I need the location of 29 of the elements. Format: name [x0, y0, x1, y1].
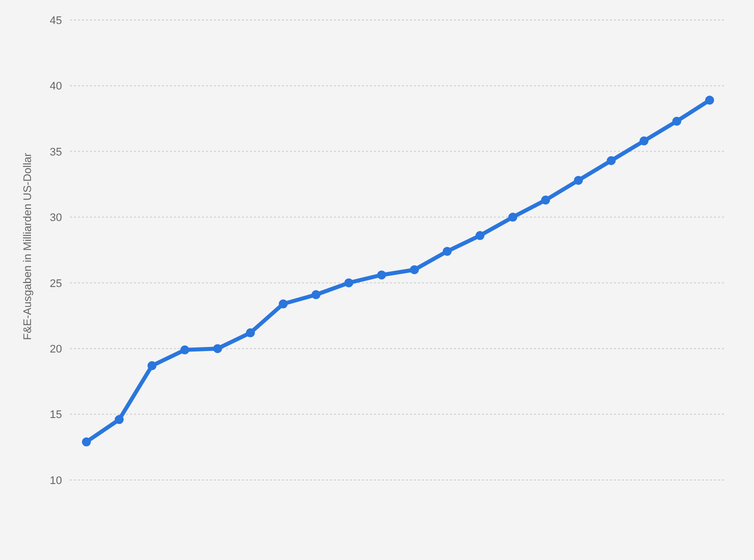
y-tick-label: 45 — [50, 14, 62, 27]
point — [377, 270, 386, 280]
point — [410, 265, 419, 274]
point — [574, 176, 583, 185]
point — [476, 231, 484, 240]
point — [278, 299, 288, 308]
point — [180, 345, 190, 354]
y-tick-label: 10 — [50, 474, 62, 487]
point — [344, 278, 354, 288]
point — [213, 344, 222, 354]
y-tick-label: 40 — [50, 80, 62, 93]
point — [148, 361, 156, 370]
point — [442, 246, 452, 256]
y-tick-label: 35 — [50, 146, 62, 158]
point — [312, 290, 320, 300]
point — [508, 212, 518, 222]
y-axis-title: F&E-Ausgaben in Milliarden US-Dollar — [22, 152, 34, 340]
y-tick-label: 15 — [50, 409, 62, 422]
point — [705, 96, 714, 105]
point — [246, 328, 255, 338]
y-tick-label: 25 — [50, 278, 62, 290]
point — [672, 116, 682, 126]
point — [82, 437, 91, 446]
point — [541, 196, 550, 205]
point — [114, 415, 124, 424]
y-tick-label: 20 — [50, 343, 62, 356]
point — [640, 136, 648, 146]
y-tick-label: 30 — [50, 212, 62, 224]
point — [606, 156, 616, 166]
